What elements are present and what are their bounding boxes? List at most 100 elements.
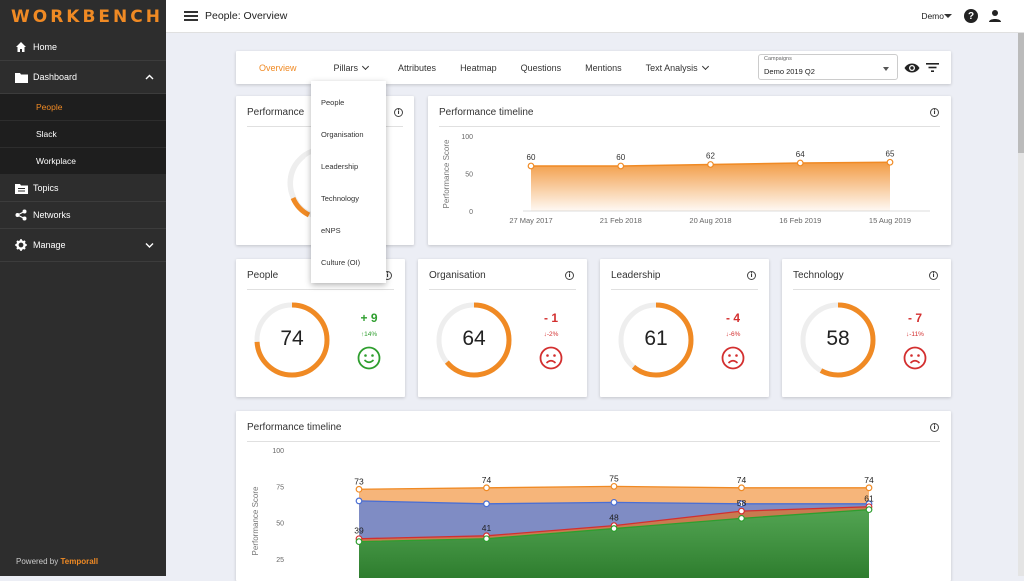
sidebar-item-label: Home bbox=[33, 42, 58, 52]
gauge-arc bbox=[254, 302, 330, 378]
caret-down-icon bbox=[883, 67, 889, 71]
dropdown-item-people[interactable]: People bbox=[321, 98, 345, 107]
info-icon[interactable]: i bbox=[929, 271, 938, 280]
sidebar-subitem-slack[interactable]: Slack bbox=[0, 121, 166, 148]
y-tick-label: 75 bbox=[276, 484, 284, 491]
info-icon[interactable]: i bbox=[747, 271, 756, 280]
delta-percent: ↓-6% bbox=[718, 331, 748, 338]
data-point bbox=[355, 538, 363, 546]
pillar-card: Technology i 58 - 7 ↓-11% bbox=[782, 259, 951, 397]
data-point bbox=[527, 162, 535, 170]
chevron-up-icon[interactable] bbox=[145, 72, 154, 82]
y-axis-label: Performance Score bbox=[442, 139, 451, 208]
page-title: People: Overview bbox=[205, 10, 288, 22]
score-value: 61 bbox=[644, 327, 668, 350]
sad-face-icon bbox=[903, 346, 927, 370]
tab-questions[interactable]: Questions bbox=[520, 62, 562, 73]
info-icon[interactable]: i bbox=[394, 108, 403, 117]
tab-pillars[interactable]: Pillars bbox=[325, 62, 378, 73]
data-point bbox=[886, 158, 894, 166]
user-icon[interactable] bbox=[988, 9, 1002, 23]
data-label: 74 bbox=[864, 475, 874, 485]
scrollbar-track[interactable] bbox=[1018, 33, 1024, 576]
score-gauge bbox=[800, 302, 876, 378]
menu-icon[interactable] bbox=[184, 11, 198, 21]
score-value: 74 bbox=[280, 327, 304, 350]
area-fill bbox=[531, 162, 890, 211]
divider bbox=[247, 441, 940, 442]
sidebar-item-manage[interactable]: Manage bbox=[0, 229, 166, 262]
scrollbar-thumb[interactable] bbox=[1018, 33, 1024, 153]
share-icon bbox=[14, 208, 28, 222]
campaign-value: Demo 2019 Q2 bbox=[764, 67, 815, 76]
delta-percent-value: 14% bbox=[364, 331, 378, 338]
eye-icon[interactable] bbox=[904, 62, 920, 76]
info-icon[interactable]: i bbox=[565, 271, 574, 280]
dropdown-item-leadership[interactable]: Leadership bbox=[321, 162, 359, 171]
delta-value: - 4 bbox=[725, 311, 740, 325]
sidebar-subitem-people[interactable]: People bbox=[0, 94, 166, 121]
delta-value: + 9 bbox=[360, 311, 378, 325]
data-point bbox=[483, 500, 490, 508]
data-label: 60 bbox=[527, 153, 536, 162]
card-title: Performance timeline bbox=[247, 422, 342, 433]
campaign-label: Campaigns bbox=[764, 56, 792, 62]
data-point bbox=[865, 506, 873, 514]
sidebar-item-networks[interactable]: Networks bbox=[0, 202, 166, 229]
tab-attributes[interactable]: Attributes bbox=[398, 62, 437, 73]
x-tick-label: 27 May 2017 bbox=[509, 216, 552, 225]
sidebar-item-dashboard[interactable]: Dashboard bbox=[0, 61, 166, 94]
app-logo[interactable]: WORKBENCH bbox=[11, 7, 163, 27]
data-label: 74 bbox=[737, 475, 747, 485]
data-point bbox=[610, 498, 618, 506]
data-label: 60 bbox=[616, 153, 625, 162]
area-fill bbox=[359, 509, 869, 578]
caret-down-icon[interactable] bbox=[944, 14, 952, 18]
data-point bbox=[738, 507, 745, 515]
arrow-up-icon: ↑ bbox=[360, 331, 365, 338]
chevron-down-icon[interactable] bbox=[145, 240, 154, 250]
y-tick-label: 100 bbox=[461, 134, 473, 141]
tab-text-analysis[interactable]: Text Analysis bbox=[637, 62, 717, 73]
tab-heatmap[interactable]: Heatmap bbox=[460, 62, 497, 73]
card-title: Organisation bbox=[429, 270, 486, 281]
y-tick-label: 0 bbox=[469, 209, 473, 216]
dropdown-item-technology[interactable]: Technology bbox=[321, 194, 359, 203]
home-icon bbox=[14, 40, 28, 54]
info-icon[interactable]: i bbox=[930, 108, 939, 117]
dropdown-item-culture[interactable]: Culture (OI) bbox=[321, 258, 361, 267]
gauge-arc bbox=[618, 302, 694, 378]
dropdown-item-organisation[interactable]: Organisation bbox=[321, 130, 364, 139]
card-title: Technology bbox=[793, 270, 844, 281]
card-title: Performance bbox=[247, 107, 305, 118]
folder-icon bbox=[14, 70, 28, 84]
pillar-card: Leadership i 61 - 4 ↓-6% bbox=[600, 259, 769, 397]
delta-value: - 1 bbox=[543, 311, 558, 325]
y-axis-label: Performance Score bbox=[251, 486, 260, 555]
score-value: 64 bbox=[462, 327, 486, 350]
y-tick-label: 100 bbox=[272, 448, 284, 455]
powered-by-brand[interactable]: Temporall bbox=[60, 557, 99, 566]
sad-face-icon bbox=[721, 346, 745, 370]
account-selector[interactable]: Demo bbox=[921, 11, 944, 21]
campaign-select[interactable]: Campaigns Demo 2019 Q2 bbox=[758, 54, 898, 80]
card-title: People bbox=[247, 270, 279, 281]
delta-percent: ↓-11% bbox=[900, 331, 930, 338]
sidebar-item-topics[interactable]: Topics bbox=[0, 175, 166, 202]
tab-mentions[interactable]: Mentions bbox=[585, 62, 622, 73]
score-value: 58 bbox=[826, 327, 850, 350]
dropdown-item-enps[interactable]: eNPS bbox=[321, 226, 341, 235]
tab-overview[interactable]: Overview bbox=[259, 62, 297, 73]
gauge-arc bbox=[800, 302, 876, 378]
sidebar-item-home[interactable]: Home bbox=[0, 34, 166, 61]
score-gauge bbox=[618, 302, 694, 378]
data-point bbox=[738, 514, 745, 522]
data-point bbox=[738, 500, 745, 508]
filter-icon[interactable] bbox=[926, 62, 939, 75]
help-icon[interactable]: ? bbox=[964, 9, 978, 23]
arrow-down-icon: ↓ bbox=[725, 331, 729, 338]
card-title: Performance timeline bbox=[439, 107, 534, 118]
sidebar-subitem-workplace[interactable]: Workplace bbox=[0, 148, 166, 175]
info-icon[interactable]: i bbox=[930, 423, 939, 432]
pillars-dropdown-menu: People Organisation Leadership Technolog… bbox=[311, 81, 386, 283]
